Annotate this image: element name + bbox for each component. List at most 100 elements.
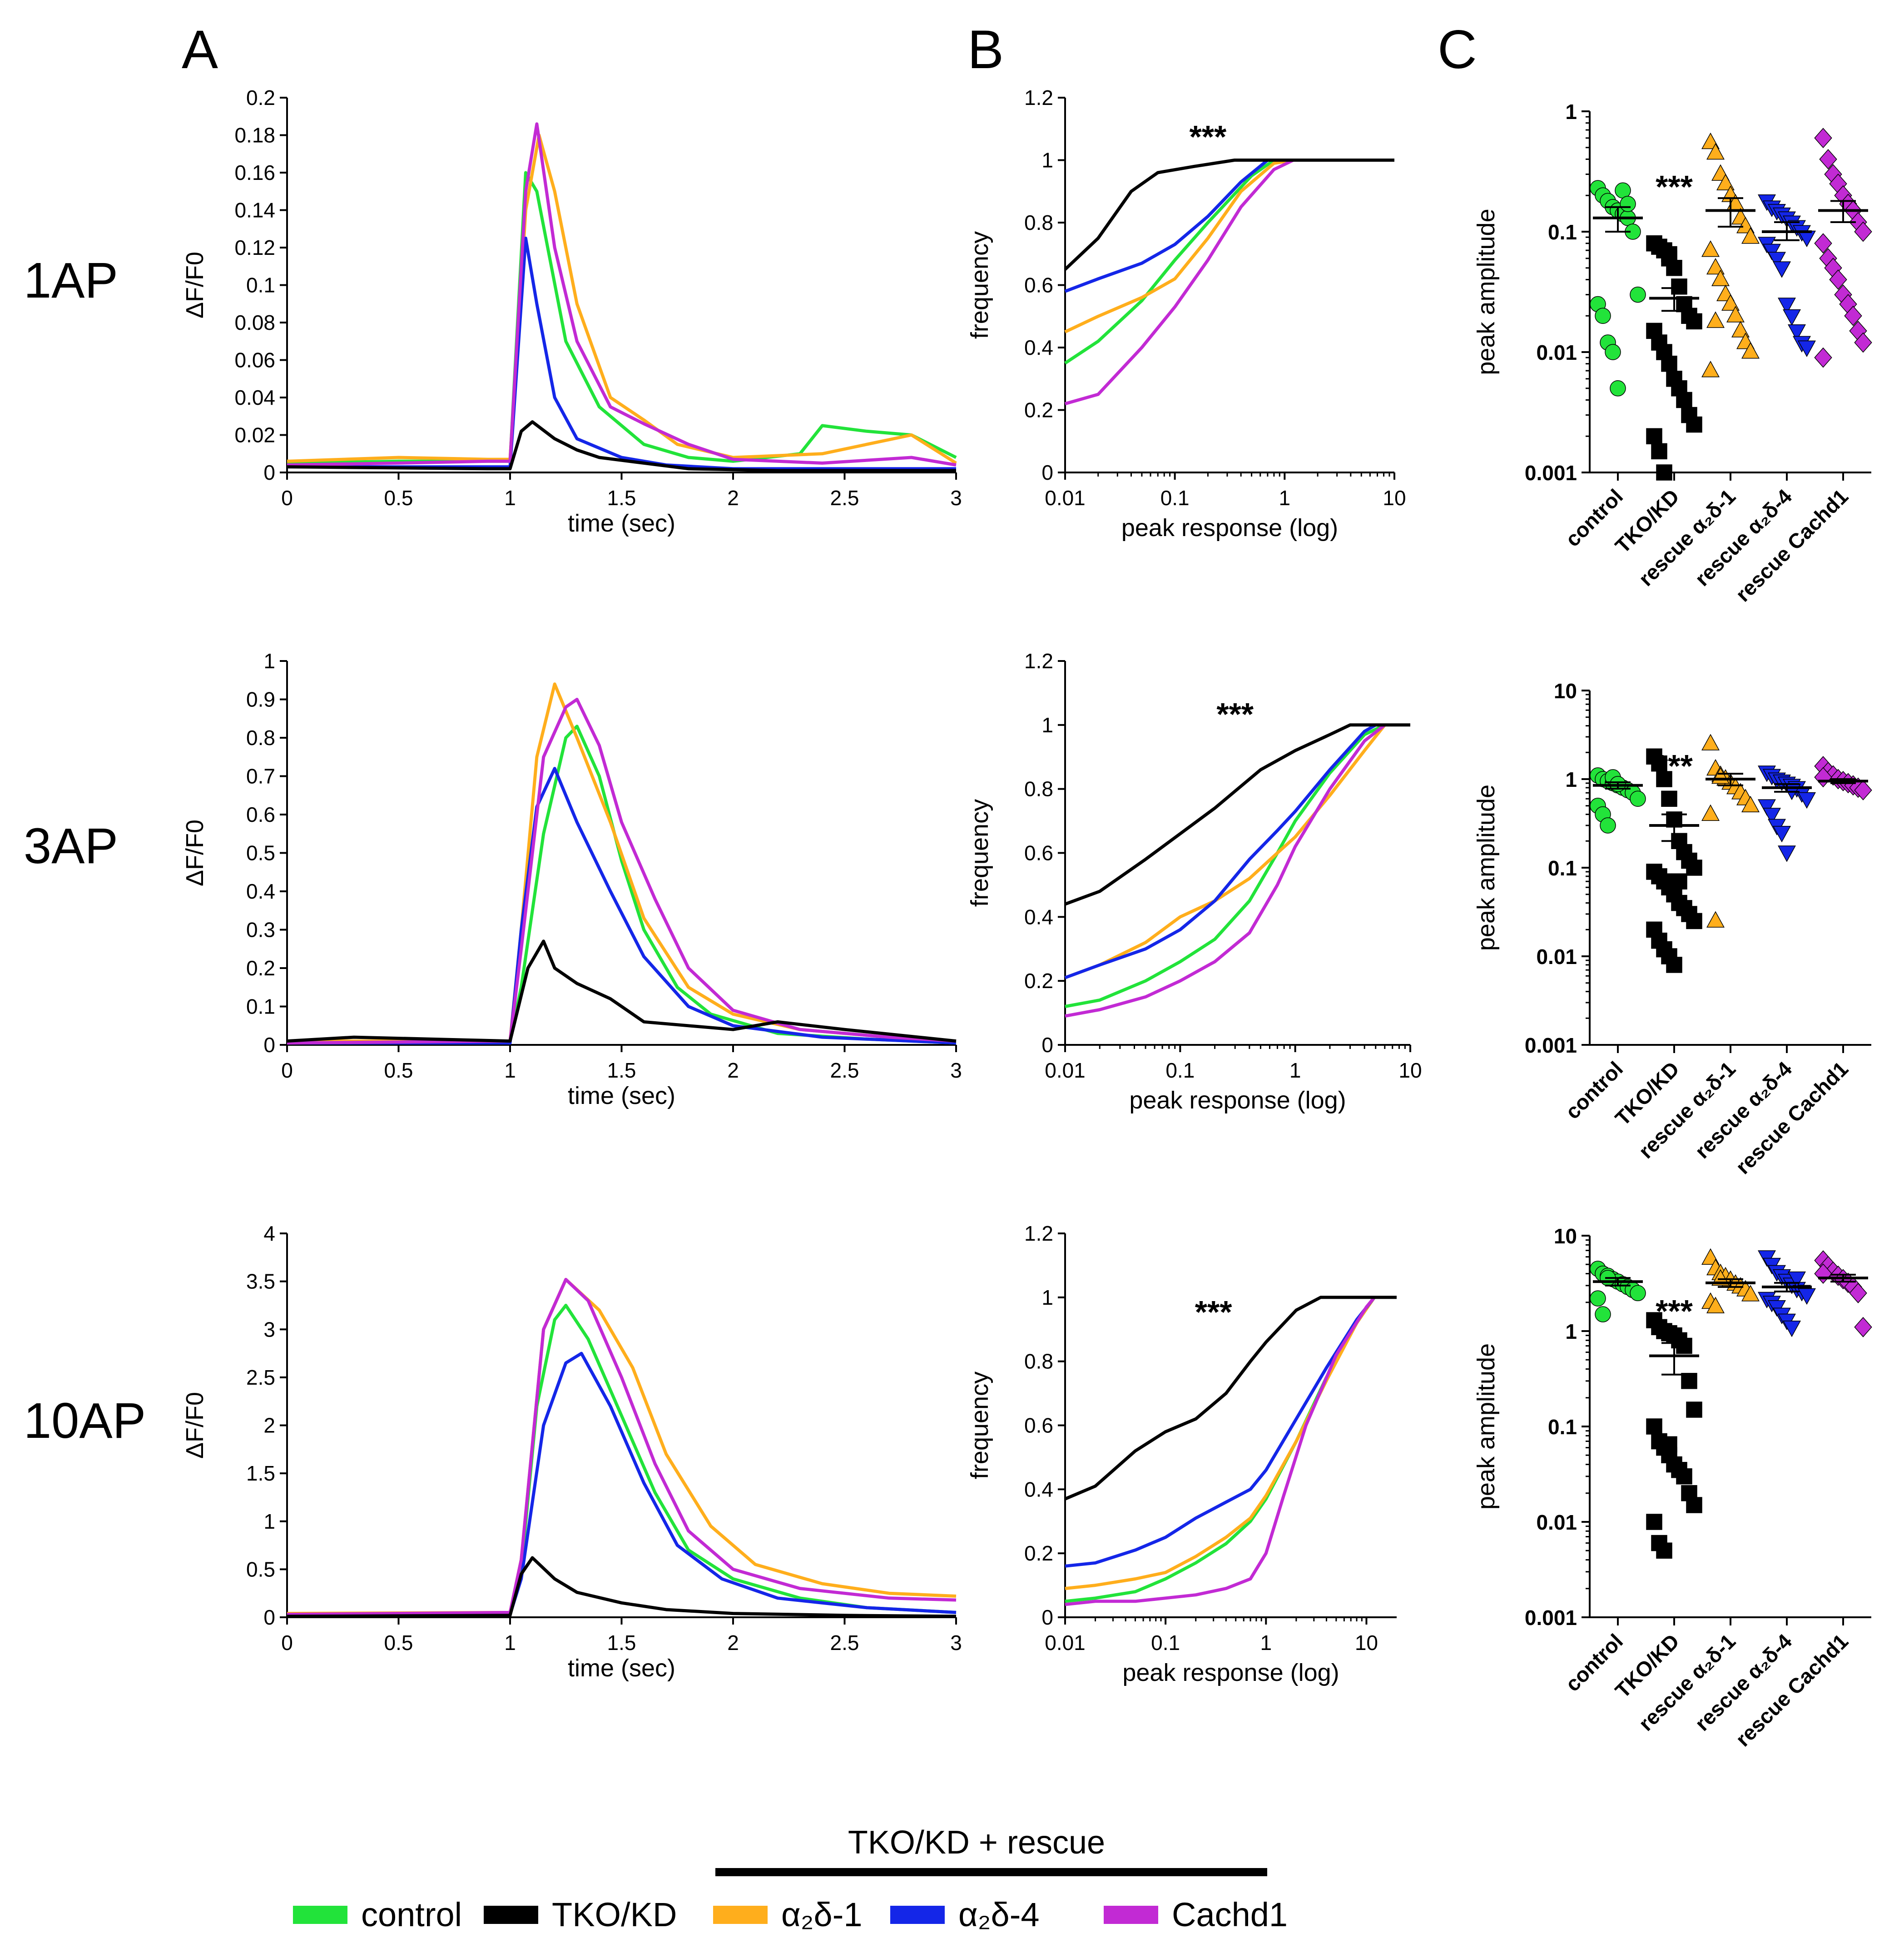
series-line-cachd1 <box>1065 724 1386 1018</box>
x-tick-label: 1.5 <box>607 1631 636 1655</box>
y-tick-label: 0.3 <box>246 918 275 942</box>
y-tick-label: 0 <box>1041 1605 1053 1629</box>
data-point <box>1630 790 1646 807</box>
y-axis-label: peak amplitude <box>1473 1343 1500 1510</box>
data-point <box>1783 1320 1801 1337</box>
chart-b-10ap: 0 0.2 0.4 0.6 0.8 1 1.2 0.01 0.1 1 10 peak response… <box>966 1222 1397 1686</box>
y-tick-label: 0.6 <box>1024 1414 1053 1437</box>
series-line-tko-kd <box>1064 159 1394 271</box>
data-point <box>1814 233 1832 254</box>
data-point <box>1788 324 1806 341</box>
y-tick-label: 0.4 <box>1024 336 1053 359</box>
row-label-10ap: 10AP <box>24 1393 146 1449</box>
x-category-label: rescue α₂δ-1 <box>1634 484 1740 591</box>
panel-letter-b: B <box>967 19 1004 80</box>
x-tick-label: 0 <box>281 1631 293 1655</box>
y-tick-label: 1.2 <box>1024 649 1053 673</box>
y-tick-label: 0.01 <box>1536 341 1577 364</box>
x-tick-label: 0.5 <box>384 1631 413 1655</box>
x-tick-label: 2 <box>727 486 739 510</box>
legend-label-a24: α₂δ-4 <box>958 1896 1040 1933</box>
legend-swatch-a21 <box>713 1906 768 1924</box>
x-tick-label: 0.01 <box>1045 1631 1086 1655</box>
series-line-tko-kd <box>287 1556 957 1618</box>
y-tick-label: 1 <box>1041 713 1053 737</box>
data-point <box>1711 269 1730 286</box>
y-tick-label: 0.001 <box>1525 1606 1577 1630</box>
data-point <box>1706 911 1725 928</box>
y-tick-label: 0.1 <box>246 273 275 297</box>
y-tick-label: 0 <box>263 461 275 484</box>
data-point <box>1646 1514 1662 1530</box>
y-tick-label: 10 <box>1554 1224 1577 1248</box>
x-tick-label: 1 <box>504 486 516 510</box>
y-axis-label: peak amplitude <box>1473 785 1500 951</box>
y-tick-label: 0.4 <box>246 880 275 903</box>
panel-letter-a: A <box>182 19 218 80</box>
y-tick-label: 0.7 <box>246 765 275 788</box>
x-tick-label: 1 <box>504 1059 516 1082</box>
y-tick-label: 0 <box>263 1605 275 1629</box>
y-axis-label: peak amplitude <box>1473 209 1500 375</box>
x-tick-label: 3 <box>950 486 962 510</box>
y-tick-label: 0.001 <box>1525 461 1577 485</box>
x-tick-label: 0.01 <box>1045 1059 1086 1082</box>
y-tick-label: 4 <box>263 1222 275 1245</box>
data-point <box>1676 392 1692 408</box>
y-tick-label: 0.6 <box>1024 841 1053 865</box>
significance-stars: *** <box>1190 119 1227 154</box>
x-axis-label: peak response (log) <box>1129 1087 1346 1114</box>
y-tick-label: 0 <box>1041 1033 1053 1057</box>
chart-a-1ap: 0 0.02 0.04 0.06 0.08 0.1 0.12 0.14 0.16 0.18 0.2 0… <box>181 86 962 537</box>
y-tick-label: 1 <box>263 1510 275 1533</box>
x-tick-label: 2 <box>727 1631 739 1655</box>
y-tick-label: 0.01 <box>1536 1511 1577 1534</box>
y-tick-label: 0.2 <box>246 86 275 109</box>
x-category-label: rescue α₂δ-1 <box>1634 1057 1740 1163</box>
series-line-tko-kd <box>1064 723 1410 906</box>
y-tick-label: 0 <box>1041 461 1053 484</box>
series-line--2-1 <box>287 1277 957 1615</box>
x-tick-label: 1 <box>504 1631 516 1655</box>
y-axis-label: ΔF/F0 <box>181 1392 208 1459</box>
x-tick-label: 0 <box>281 486 293 510</box>
data-point <box>1829 269 1847 290</box>
y-tick-label: 1 <box>1041 1286 1053 1309</box>
chart-a-3ap: 0 0.1 0.2 0.3 0.4 0.5 0.6 0.7 0.8 0.9 1 0 0.5 1 1.5 2 2.… <box>181 649 962 1109</box>
data-point <box>1741 795 1760 813</box>
x-tick-label: 0.1 <box>1160 486 1190 510</box>
y-axis-label: ΔF/F0 <box>181 252 208 318</box>
data-point <box>1854 332 1872 353</box>
y-tick-label: 0.01 <box>1536 945 1577 969</box>
data-point <box>1681 1373 1697 1389</box>
x-tick-label: 1 <box>1260 1631 1272 1655</box>
y-tick-label: 1 <box>1565 100 1577 124</box>
y-tick-label: 0.5 <box>246 841 275 865</box>
y-tick-label: 0.8 <box>1024 1350 1053 1373</box>
chart-b-1ap: 0 0.2 0.4 0.6 0.8 1 1.2 0.01 0.1 1 10 peak response… <box>966 86 1406 542</box>
data-point <box>1600 817 1616 834</box>
data-point <box>1620 196 1636 212</box>
legend-swatch-control <box>293 1906 347 1924</box>
data-point <box>1731 321 1750 338</box>
data-point <box>1778 845 1796 862</box>
x-tick-label: 0 <box>281 1059 293 1082</box>
panel-letter-c: C <box>1438 19 1477 80</box>
data-point <box>1615 182 1631 199</box>
data-point <box>1686 860 1702 876</box>
y-axis-label: frequency <box>966 799 993 907</box>
series-line-control <box>287 1303 957 1616</box>
x-tick-label: 0.1 <box>1151 1631 1180 1655</box>
significance-stars: *** <box>1656 748 1693 784</box>
y-tick-label: 0.8 <box>1024 211 1053 234</box>
x-tick-label: 1.5 <box>607 1059 636 1082</box>
x-category-label: rescue α₂δ-4 <box>1690 484 1796 591</box>
series-line--2-4 <box>287 1352 957 1617</box>
significance-stars: *** <box>1216 696 1254 732</box>
series-line-control <box>1065 1296 1376 1603</box>
data-point <box>1706 258 1725 275</box>
data-point <box>1854 780 1872 800</box>
data-point <box>1656 771 1672 787</box>
